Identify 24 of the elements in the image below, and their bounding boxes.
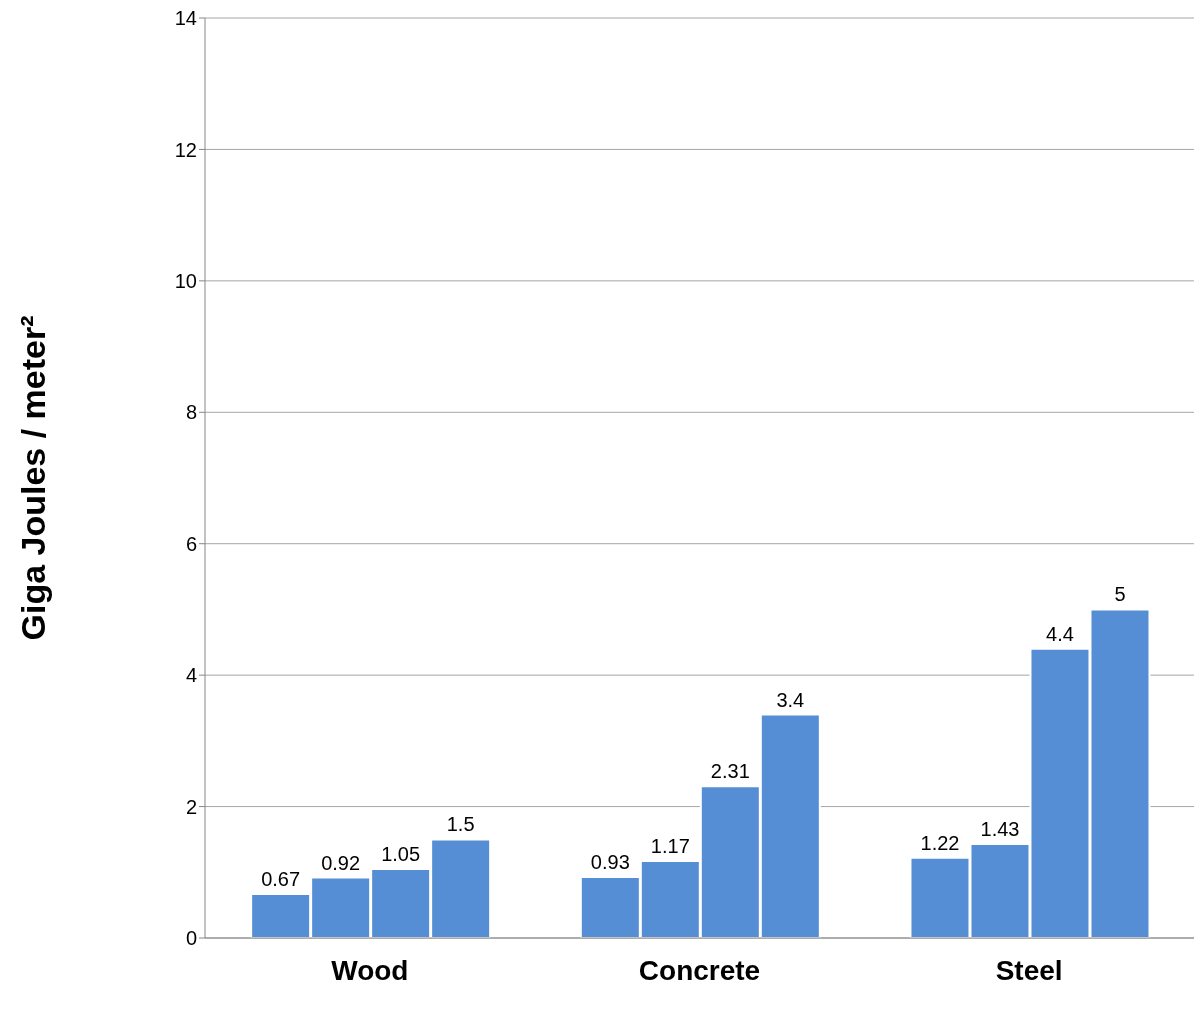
data-label: 2.31 (710, 760, 750, 783)
data-label: 0.93 (590, 850, 630, 873)
x-tick-label: Wood (331, 954, 409, 986)
y-tick-label: 6 (185, 532, 197, 555)
y-tick-label: 14 (174, 7, 197, 30)
data-label: 1.22 (920, 831, 960, 854)
y-tick-label: 2 (185, 795, 197, 818)
y-tick-label: 4 (185, 664, 197, 687)
data-label: 1.17 (650, 835, 690, 858)
y-tick-label: 10 (174, 269, 197, 292)
data-label: 0.92 (321, 851, 361, 874)
data-label: 1.5 (446, 813, 475, 836)
data-label: 1.05 (381, 843, 421, 865)
data-label: 0.67 (261, 867, 301, 890)
data-label: 5 (1114, 583, 1126, 606)
y-tick-label: 12 (174, 138, 197, 161)
x-tick-label: Concrete (638, 954, 761, 986)
data-label: 4.4 (1046, 622, 1074, 645)
y-tick-label: 8 (185, 401, 197, 424)
y-tick-label: 0 (185, 927, 197, 950)
x-tick-label: Steel (995, 954, 1063, 986)
y-axis-title: Giga Joules / meter² (14, 315, 53, 641)
data-label: 1.43 (980, 818, 1020, 841)
data-label: 3.4 (776, 688, 805, 711)
